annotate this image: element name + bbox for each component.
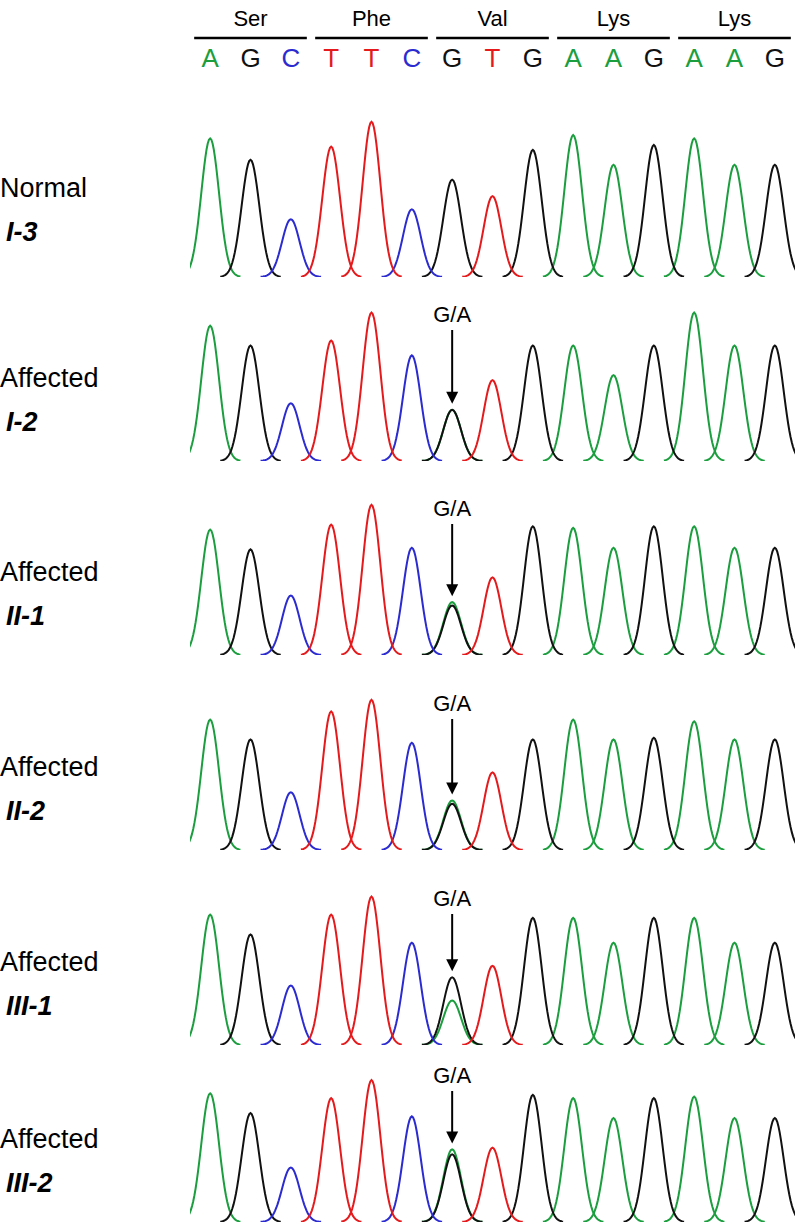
- svg-text:Phe: Phe: [352, 6, 391, 31]
- svg-text:I-2: I-2: [6, 407, 38, 437]
- svg-text:Ser: Ser: [233, 6, 267, 31]
- svg-text:Affected: Affected: [0, 947, 99, 977]
- svg-text:Affected: Affected: [0, 1124, 99, 1154]
- svg-text:G/A: G/A: [433, 302, 471, 327]
- svg-text:Val: Val: [477, 6, 507, 31]
- svg-text:A: A: [685, 43, 703, 73]
- svg-text:Lys: Lys: [718, 6, 751, 31]
- svg-text:Normal: Normal: [0, 173, 87, 203]
- svg-text:T: T: [485, 43, 501, 73]
- svg-text:Affected: Affected: [0, 557, 99, 587]
- svg-text:A: A: [201, 43, 219, 73]
- svg-text:G: G: [765, 43, 785, 73]
- svg-text:G: G: [523, 43, 543, 73]
- svg-text:T: T: [364, 43, 380, 73]
- svg-text:T: T: [323, 43, 339, 73]
- svg-text:II-1: II-1: [6, 601, 45, 631]
- svg-text:Lys: Lys: [597, 6, 630, 31]
- svg-text:III-2: III-2: [6, 1168, 53, 1198]
- svg-text:C: C: [281, 43, 300, 73]
- svg-text:C: C: [402, 43, 421, 73]
- svg-text:G: G: [442, 43, 462, 73]
- svg-text:A: A: [726, 43, 744, 73]
- svg-text:II-2: II-2: [6, 796, 45, 826]
- svg-text:G: G: [240, 43, 260, 73]
- svg-text:A: A: [564, 43, 582, 73]
- svg-text:G/A: G/A: [433, 496, 471, 521]
- svg-text:A: A: [605, 43, 623, 73]
- svg-text:G: G: [644, 43, 664, 73]
- svg-text:Affected: Affected: [0, 363, 99, 393]
- svg-text:G/A: G/A: [433, 886, 471, 911]
- svg-text:G/A: G/A: [433, 691, 471, 716]
- svg-text:III-1: III-1: [6, 991, 53, 1021]
- svg-text:G/A: G/A: [433, 1063, 471, 1088]
- svg-text:I-3: I-3: [6, 217, 38, 247]
- svg-text:Affected: Affected: [0, 752, 99, 782]
